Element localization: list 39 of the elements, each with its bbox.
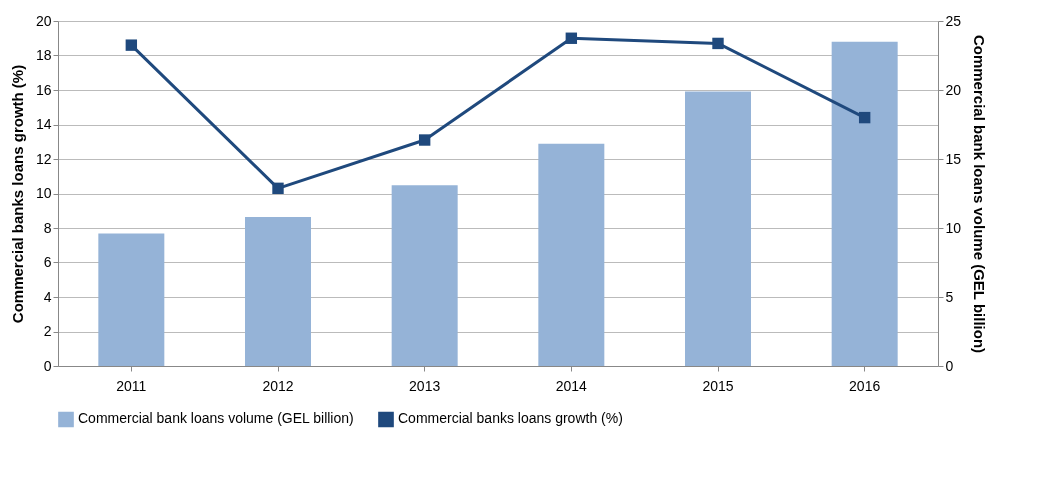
x-tick-label: 2014 xyxy=(555,377,588,394)
y-tick-label: 4 xyxy=(43,288,52,305)
point xyxy=(712,37,724,50)
y-tick-label: 20 xyxy=(35,12,52,29)
y-tick-label: 16 xyxy=(35,81,52,98)
bar xyxy=(391,185,458,366)
point xyxy=(125,39,138,51)
y-tick-label: 18 xyxy=(35,47,52,63)
y-axis-title: Commercial banks loans growth (%) xyxy=(8,64,26,324)
y-tick-label: 0 xyxy=(43,357,52,374)
y2-tick-label: 0 xyxy=(945,357,954,374)
bar xyxy=(98,233,165,366)
y-tick-label: 6 xyxy=(43,254,52,270)
legend-label: Commercial bank loans volume (GEL billion) xyxy=(78,410,354,427)
y-tick-label: 12 xyxy=(35,150,52,167)
y2-tick-label: 25 xyxy=(945,12,962,29)
x-tick-label: 2015 xyxy=(702,377,734,394)
x-tick-label: 2011 xyxy=(116,377,147,394)
point xyxy=(565,32,578,44)
y-tick-label: 10 xyxy=(35,185,52,201)
y-tick-label: 8 xyxy=(43,219,52,236)
point xyxy=(272,182,284,195)
y-tick-label: 14 xyxy=(35,116,52,132)
point xyxy=(418,134,431,146)
bar xyxy=(538,143,605,366)
legend-label: Commercial banks loans growth (%) xyxy=(398,410,623,427)
y2-tick-label: 15 xyxy=(945,150,962,167)
bar xyxy=(831,41,898,366)
y2-tick-label: 5 xyxy=(945,288,954,305)
y2-tick-label: 10 xyxy=(945,219,962,236)
x-tick-label: 2012 xyxy=(262,377,294,394)
bar xyxy=(685,91,751,366)
bar xyxy=(245,216,311,366)
x-tick-label: 2013 xyxy=(409,377,441,394)
point xyxy=(858,111,871,124)
y-tick-label: 2 xyxy=(43,323,52,339)
x-tick-label: 2016 xyxy=(849,377,881,394)
y2-tick-label: 20 xyxy=(945,81,962,98)
y2-axis-title: Commercial bank loans volume (GEL billion) xyxy=(971,34,989,354)
